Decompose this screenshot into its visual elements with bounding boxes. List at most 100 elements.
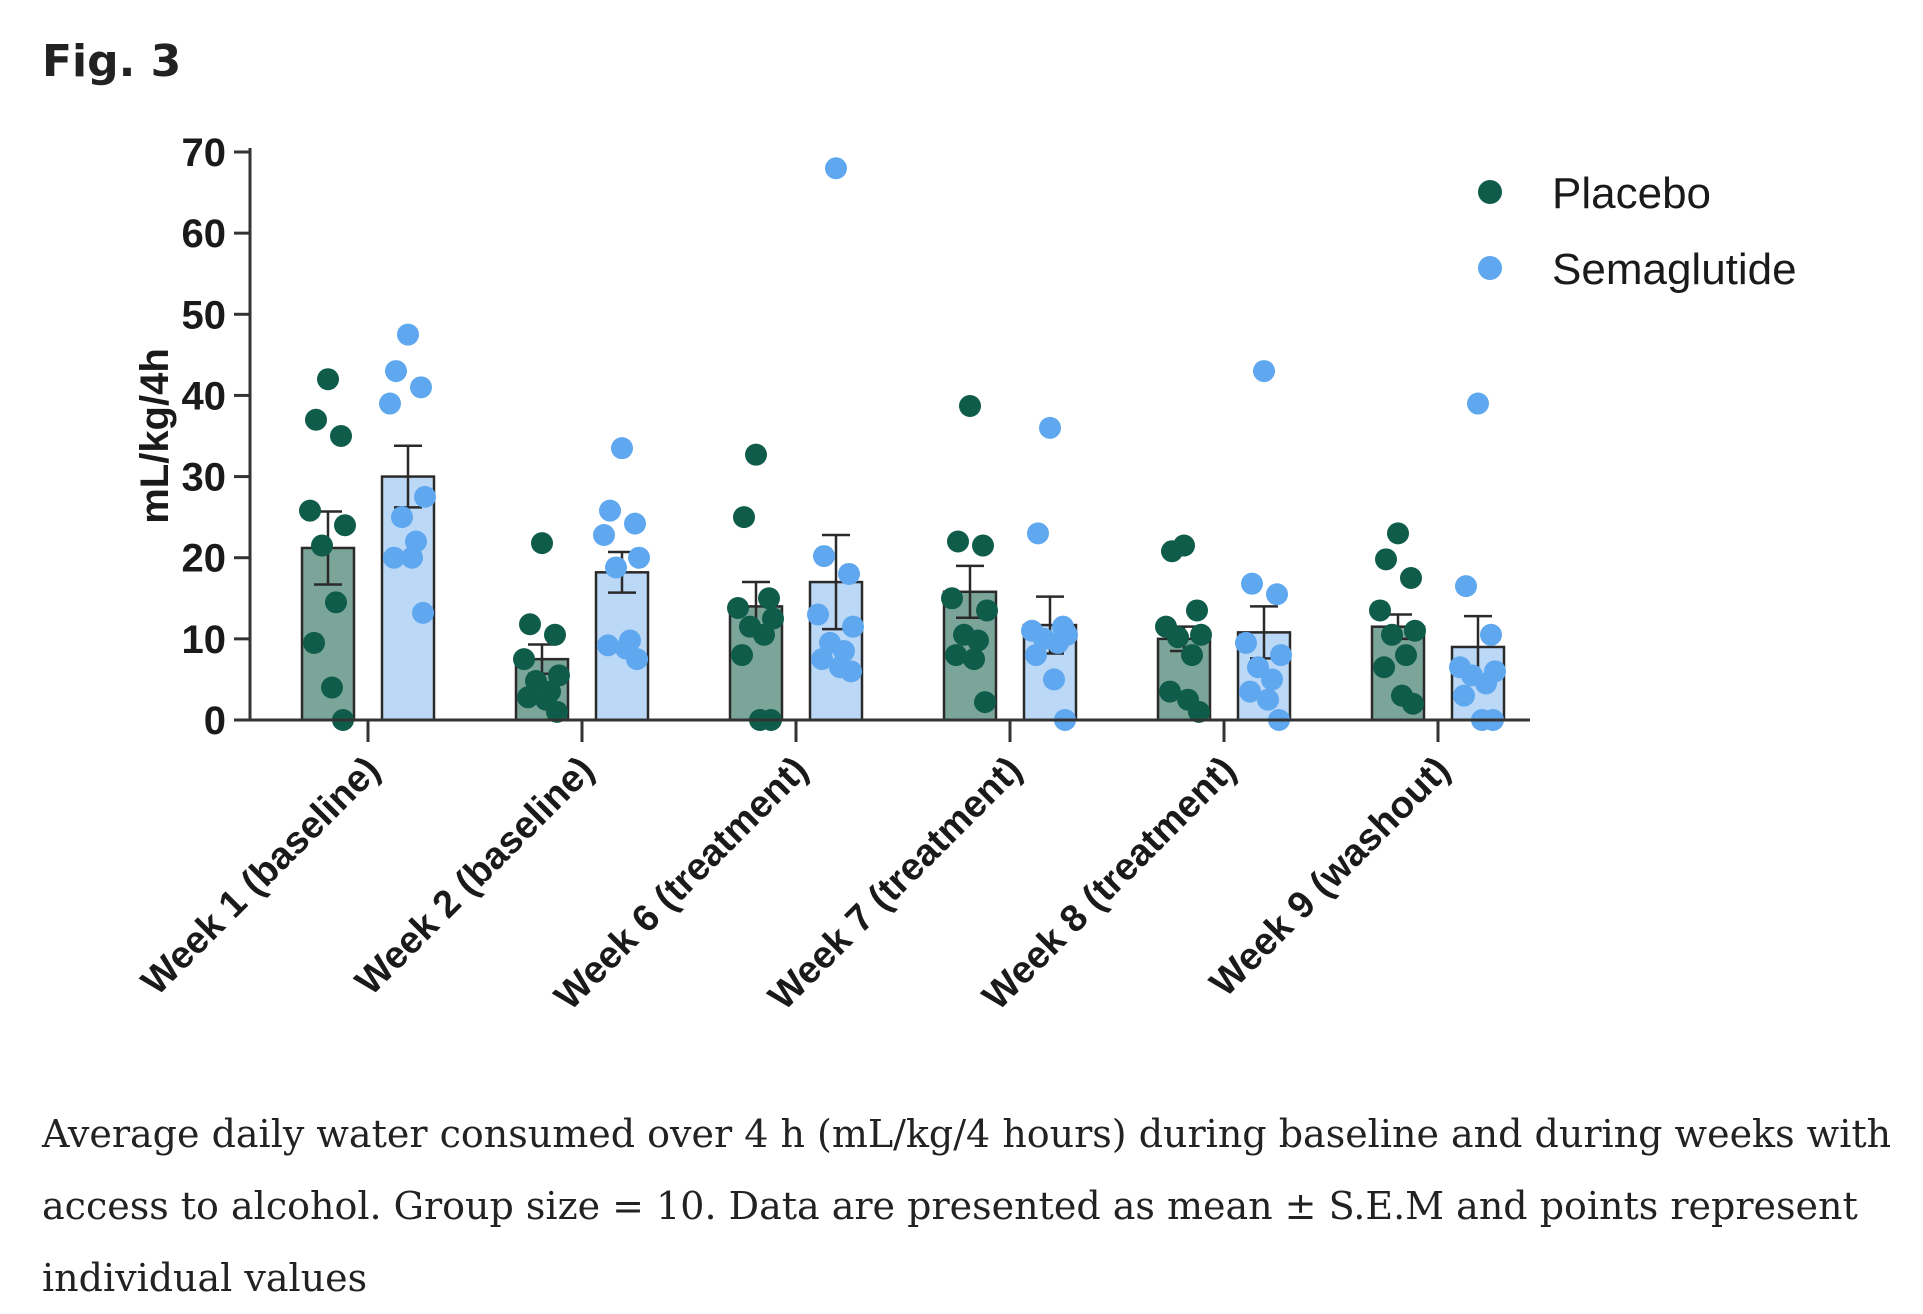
placebo-point xyxy=(753,623,775,646)
placebo-point xyxy=(762,607,784,630)
semaglutide-point xyxy=(1025,644,1047,667)
category-label: Week 9 (washout) xyxy=(1202,749,1458,1005)
y-tick-label: 60 xyxy=(182,212,227,256)
figure-caption: Average daily water consumed over 4 h (m… xyxy=(42,1112,1892,1300)
y-tick-label: 70 xyxy=(182,131,227,175)
placebo-point xyxy=(1190,623,1212,646)
category-label: Week 2 (baseline) xyxy=(348,749,603,1004)
placebo-point xyxy=(519,613,541,636)
semaglutide-point xyxy=(840,660,862,683)
placebo-point xyxy=(1381,623,1403,646)
bars-layer xyxy=(300,475,1506,722)
placebo-point xyxy=(974,691,996,714)
placebo-point xyxy=(758,587,780,610)
semaglutide-point xyxy=(807,603,829,626)
legend-item-semaglutide: Semaglutide xyxy=(1478,245,1797,294)
semaglutide-point xyxy=(1027,522,1049,545)
semaglutide-point xyxy=(1480,623,1502,646)
legend-item-placebo: Placebo xyxy=(1478,169,1711,218)
semaglutide-point xyxy=(1467,392,1489,415)
placebo-point xyxy=(727,597,749,620)
figure-label: Fig. 3 xyxy=(42,36,182,87)
placebo-point xyxy=(947,530,969,553)
semaglutide-point xyxy=(593,523,615,546)
placebo-point xyxy=(548,664,570,687)
placebo-point xyxy=(299,499,321,522)
placebo-point xyxy=(745,443,767,466)
semaglutide-point xyxy=(624,512,646,535)
y-tick-label: 10 xyxy=(182,618,227,662)
error-bars-layer xyxy=(314,444,1492,680)
placebo-point xyxy=(1387,522,1409,545)
placebo-point xyxy=(1167,626,1189,649)
placebo-point xyxy=(1186,599,1208,622)
semaglutide-point xyxy=(1266,583,1288,606)
placebo-point xyxy=(1188,700,1210,723)
y-axis-label: mL/kg/4h xyxy=(133,348,177,524)
y-tick-label: 50 xyxy=(182,293,227,337)
semaglutide-point xyxy=(605,556,627,579)
semaglutide-point xyxy=(414,485,436,508)
semaglutide-point xyxy=(611,437,633,460)
semaglutide-point xyxy=(1270,644,1292,667)
semaglutide-point xyxy=(1261,668,1283,691)
semaglutide-point xyxy=(401,546,423,569)
semaglutide-point xyxy=(1235,631,1257,654)
semaglutide-point xyxy=(1239,680,1261,703)
legend: Placebo Semaglutide xyxy=(1478,169,1797,294)
bar-chart: 0 10 20 30 40 50 60 70 Week 1 (baseline)Week 2 (… xyxy=(133,131,1797,1018)
semaglutide-point xyxy=(599,499,621,522)
placebo-point xyxy=(317,368,339,391)
placebo-point xyxy=(334,514,356,537)
semaglutide-point xyxy=(1455,575,1477,598)
placebo-point xyxy=(325,591,347,614)
semaglutide-point xyxy=(412,601,434,624)
placebo-point xyxy=(1404,619,1426,642)
placebo-point xyxy=(967,629,989,652)
semaglutide-point xyxy=(811,648,833,671)
placebo-point xyxy=(330,425,352,447)
semaglutide-point xyxy=(597,634,619,657)
placebo-point xyxy=(1373,656,1395,679)
semaglutide-point xyxy=(397,323,419,346)
placebo-point xyxy=(1402,692,1424,715)
legend-marker xyxy=(1478,256,1502,280)
placebo-point xyxy=(976,599,998,622)
placebo-point xyxy=(1161,540,1183,563)
y-tick-label: 40 xyxy=(182,374,227,418)
legend-label: Semaglutide xyxy=(1552,245,1797,294)
semaglutide-point xyxy=(410,376,432,399)
y-tick-label: 20 xyxy=(182,537,227,581)
semaglutide-point xyxy=(825,157,847,180)
semaglutide-point xyxy=(1043,668,1065,691)
category-label: Week 1 (baseline) xyxy=(134,749,389,1004)
points-layer xyxy=(299,157,1506,731)
semaglutide-point xyxy=(391,506,413,529)
placebo-point xyxy=(941,587,963,610)
y-tick-label: 30 xyxy=(182,456,227,500)
semaglutide-point xyxy=(1241,572,1263,595)
semaglutide-point xyxy=(1257,688,1279,711)
placebo-point xyxy=(531,532,553,555)
placebo-point xyxy=(945,644,967,667)
placebo-point xyxy=(546,700,568,723)
y-tick-label: 0 xyxy=(204,699,226,743)
semaglutide-point xyxy=(1453,684,1475,707)
placebo-point xyxy=(311,534,333,557)
placebo-point xyxy=(303,631,325,654)
placebo-point xyxy=(513,648,535,671)
placebo-point xyxy=(1395,644,1417,667)
semaglutide-point xyxy=(1253,360,1275,383)
placebo-point xyxy=(517,686,539,709)
legend-marker xyxy=(1478,180,1502,204)
placebo-point xyxy=(544,623,566,646)
placebo-point xyxy=(733,506,755,529)
placebo-point xyxy=(305,408,327,431)
semaglutide-point xyxy=(842,615,864,638)
placebo-point xyxy=(731,644,753,667)
placebo-point xyxy=(1400,567,1422,589)
placebo-point xyxy=(1181,644,1203,667)
placebo-point xyxy=(959,394,981,417)
semaglutide-point xyxy=(379,392,401,415)
placebo-point xyxy=(321,676,343,699)
